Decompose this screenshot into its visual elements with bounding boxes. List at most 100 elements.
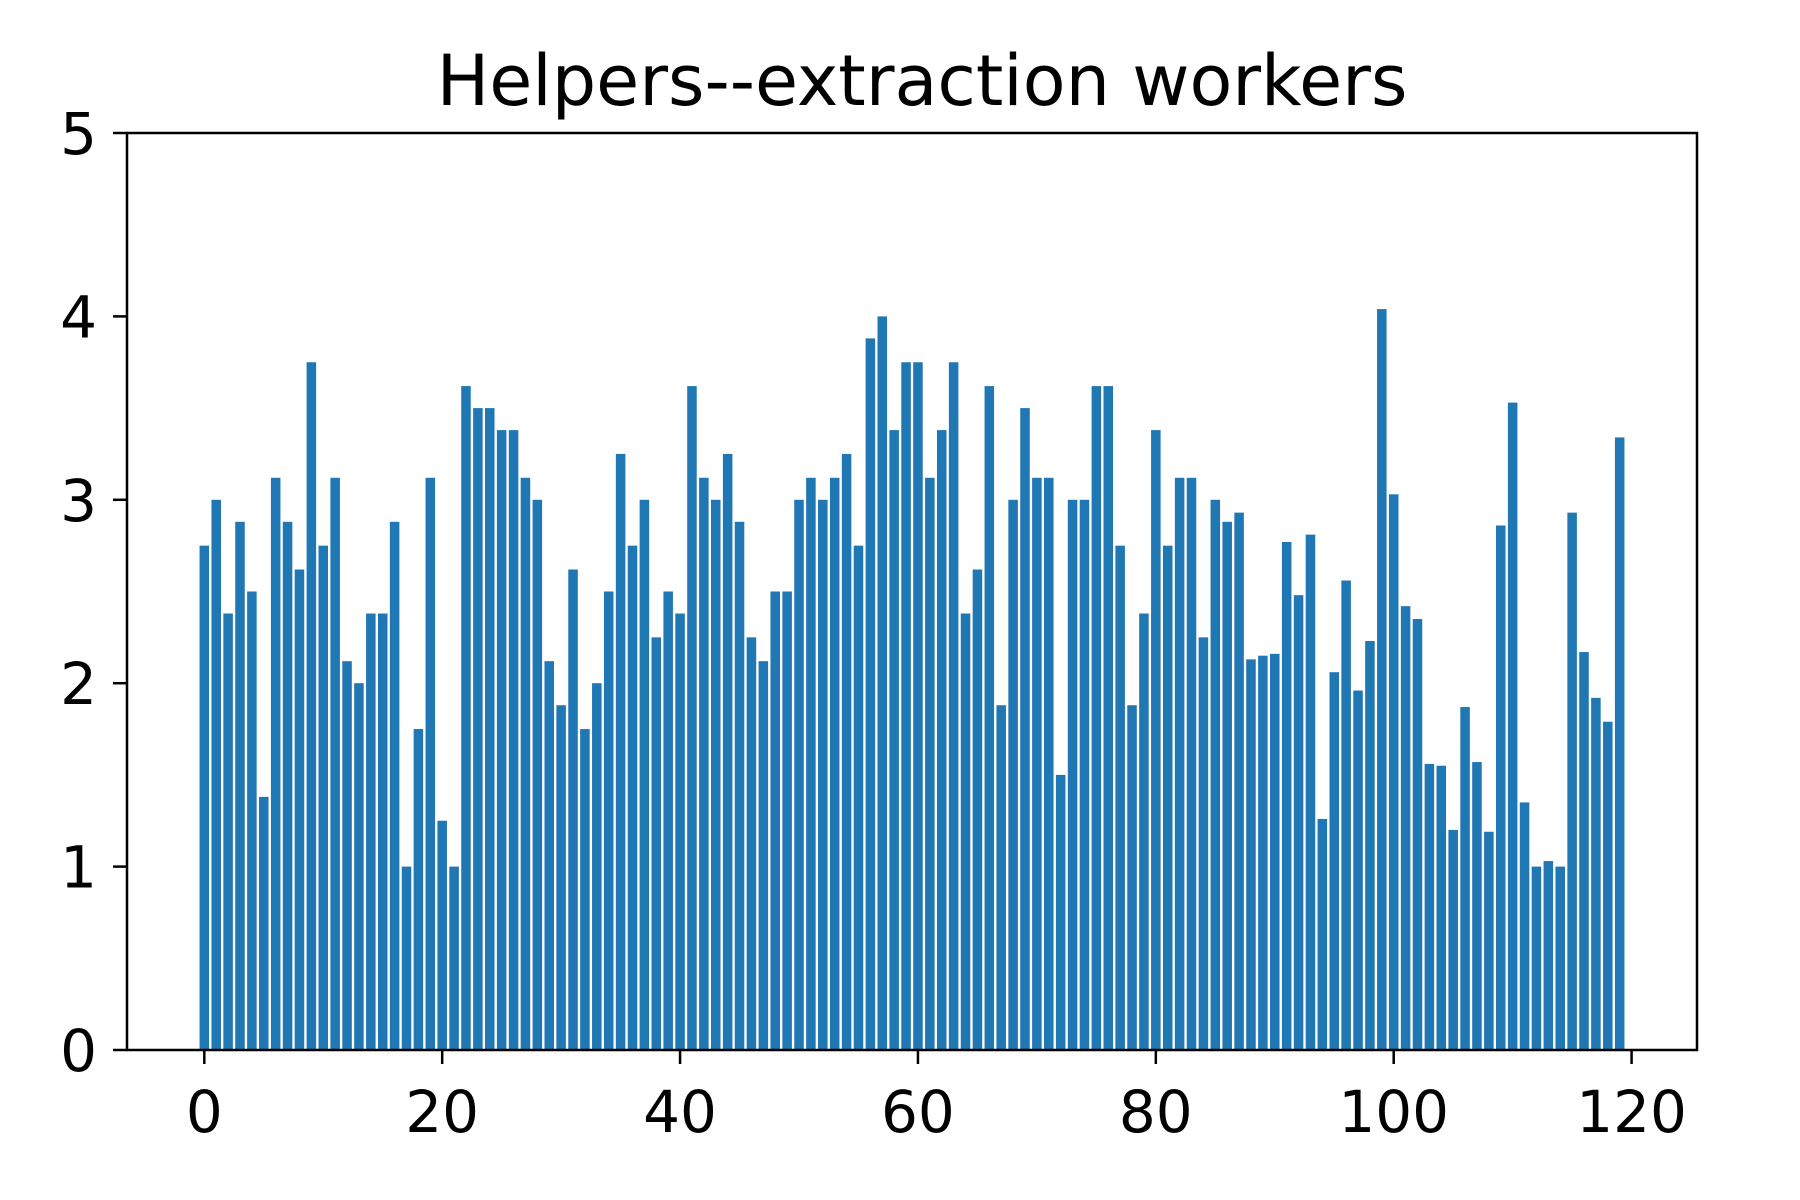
bar-31 <box>568 569 578 1050</box>
bar-36 <box>627 545 638 1050</box>
bar-26 <box>508 430 519 1050</box>
bar-17 <box>401 866 412 1050</box>
bar-77 <box>1115 545 1125 1050</box>
bar-116 <box>1579 652 1589 1050</box>
bar-59 <box>901 362 911 1050</box>
bar-90 <box>1270 653 1280 1050</box>
bar-70 <box>1032 477 1042 1050</box>
bar-113 <box>1543 861 1554 1050</box>
x-tick-label-0: 0 <box>186 1078 223 1146</box>
bar-27 <box>520 477 531 1050</box>
x-tick-label-60: 60 <box>881 1078 955 1146</box>
bar-42 <box>699 477 709 1050</box>
ticks-group: 0 20 40 60 80 100 120 0 1 2 3 4 5 <box>60 100 1687 1146</box>
bar-67 <box>996 705 1006 1050</box>
bar-16 <box>389 521 400 1050</box>
bar-46 <box>746 637 757 1050</box>
bar-107 <box>1472 762 1482 1050</box>
bar-54 <box>841 453 852 1050</box>
bar-84 <box>1198 637 1209 1050</box>
x-tick-label-100: 100 <box>1338 1078 1449 1146</box>
bar-97 <box>1353 690 1363 1050</box>
bar-63 <box>948 362 959 1050</box>
bar-98 <box>1365 641 1375 1050</box>
bar-56 <box>865 338 876 1050</box>
bar-71 <box>1044 477 1054 1050</box>
bar-39 <box>663 591 673 1050</box>
bar-11 <box>330 477 340 1050</box>
bar-19 <box>425 477 436 1050</box>
y-tick-label-1: 1 <box>60 834 97 902</box>
bar-68 <box>1008 499 1018 1050</box>
bar-89 <box>1258 655 1268 1050</box>
bar-34 <box>603 591 614 1050</box>
bar-10 <box>318 545 329 1050</box>
bar-28 <box>532 499 543 1050</box>
x-tick-label-120: 120 <box>1576 1078 1687 1146</box>
bar-112 <box>1531 866 1542 1050</box>
bars-group <box>199 309 1625 1051</box>
bar-108 <box>1484 831 1494 1050</box>
bar-76 <box>1103 386 1114 1051</box>
bar-95 <box>1329 672 1339 1050</box>
bar-13 <box>354 683 364 1050</box>
bar-12 <box>342 661 352 1050</box>
bar-104 <box>1436 765 1447 1050</box>
bar-2 <box>223 613 233 1050</box>
bar-57 <box>877 316 888 1050</box>
bar-96 <box>1341 580 1351 1050</box>
x-tick-label-80: 80 <box>1119 1078 1193 1146</box>
bar-52 <box>818 499 828 1050</box>
bar-74 <box>1079 499 1090 1050</box>
bar-100 <box>1388 494 1399 1050</box>
bar-79 <box>1139 613 1149 1050</box>
bar-61 <box>925 477 935 1050</box>
bar-109 <box>1495 525 1506 1050</box>
bar-110 <box>1507 402 1518 1051</box>
bar-83 <box>1186 477 1197 1050</box>
bar-103 <box>1424 763 1435 1050</box>
x-tick-label-20: 20 <box>405 1078 479 1146</box>
bar-117 <box>1591 697 1601 1050</box>
bar-58 <box>889 430 899 1050</box>
y-tick-label-5: 5 <box>60 100 97 168</box>
bar-86 <box>1222 521 1232 1050</box>
bar-1 <box>211 499 221 1050</box>
bar-25 <box>496 430 507 1050</box>
bar-41 <box>687 386 697 1051</box>
bar-45 <box>734 521 745 1050</box>
bar-99 <box>1377 309 1387 1050</box>
bar-75 <box>1091 386 1102 1051</box>
bar-43 <box>710 499 721 1050</box>
bar-29 <box>544 661 554 1050</box>
bar-80 <box>1151 430 1161 1050</box>
bar-15 <box>377 613 388 1050</box>
y-tick-label-3: 3 <box>60 467 97 535</box>
chart-title: Helpers--extraction workers <box>437 40 1408 122</box>
plot-frame <box>125 131 1699 1052</box>
bar-81 <box>1162 545 1173 1050</box>
bar-4 <box>247 591 257 1050</box>
bar-9 <box>306 362 317 1050</box>
bar-23 <box>473 408 483 1051</box>
bar-55 <box>853 545 864 1050</box>
bar-94 <box>1317 818 1328 1050</box>
bar-73 <box>1067 499 1078 1050</box>
bar-21 <box>449 866 459 1050</box>
bar-7 <box>282 521 293 1050</box>
bar-92 <box>1293 595 1304 1050</box>
bar-35 <box>615 453 626 1050</box>
bar-91 <box>1281 541 1292 1050</box>
bar-24 <box>485 408 495 1051</box>
bar-101 <box>1400 606 1411 1050</box>
bar-66 <box>984 386 995 1051</box>
bar-114 <box>1555 866 1565 1050</box>
bar-60 <box>913 362 923 1050</box>
bar-118 <box>1603 721 1613 1050</box>
bar-49 <box>782 591 792 1050</box>
bar-82 <box>1174 477 1185 1050</box>
bar-47 <box>758 661 769 1050</box>
bar-102 <box>1412 619 1423 1050</box>
